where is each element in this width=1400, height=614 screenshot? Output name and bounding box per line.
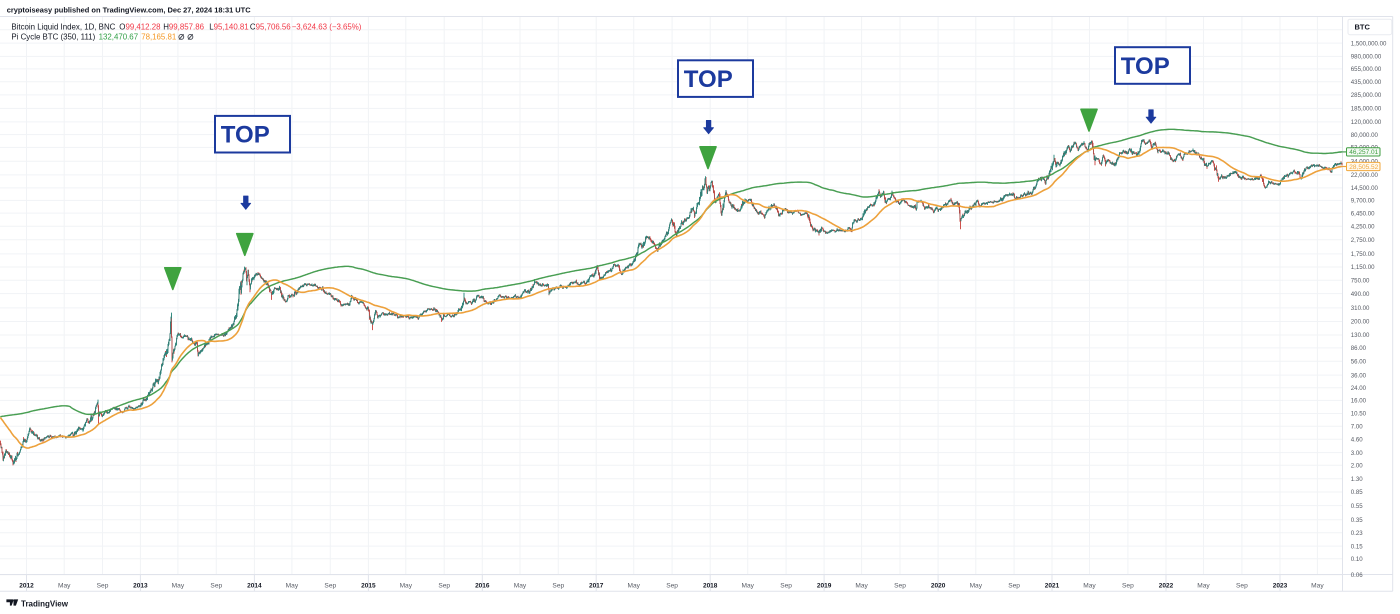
svg-text:0.35: 0.35 [1351, 517, 1363, 524]
svg-text:May: May [1083, 583, 1096, 590]
svg-text:Sep: Sep [894, 583, 906, 590]
svg-text:May: May [400, 583, 413, 590]
svg-text:Sep: Sep [552, 583, 564, 590]
svg-text:750.00: 750.00 [1351, 278, 1370, 285]
svg-text:490.00: 490.00 [1351, 291, 1370, 298]
svg-text:185,000.00: 185,000.00 [1351, 106, 1382, 113]
svg-text:TOP: TOP [684, 66, 733, 93]
svg-text:2018: 2018 [703, 583, 718, 590]
svg-text:80,000.00: 80,000.00 [1351, 132, 1379, 139]
svg-text:2023: 2023 [1273, 583, 1288, 590]
svg-text:2022: 2022 [1159, 583, 1174, 590]
svg-text:Sep: Sep [210, 583, 222, 590]
svg-text:May: May [970, 583, 983, 590]
svg-text:435,000.00: 435,000.00 [1351, 79, 1382, 86]
svg-text:May: May [172, 583, 185, 590]
svg-text:May: May [855, 583, 868, 590]
svg-text:655,000.00: 655,000.00 [1351, 66, 1382, 73]
svg-text:Sep: Sep [97, 583, 109, 590]
svg-text:0.85: 0.85 [1351, 489, 1363, 496]
svg-text:22,000.00: 22,000.00 [1351, 172, 1379, 179]
svg-text:7.00: 7.00 [1351, 423, 1363, 430]
svg-text:Sep: Sep [1122, 583, 1134, 590]
svg-text:6,450.00: 6,450.00 [1351, 210, 1375, 217]
svg-text:1,150.00: 1,150.00 [1351, 264, 1375, 271]
svg-text:May: May [1197, 583, 1210, 590]
svg-text:May: May [627, 583, 640, 590]
svg-text:2020: 2020 [931, 583, 946, 590]
svg-text:BTC: BTC [1355, 22, 1371, 31]
svg-text:86.00: 86.00 [1351, 345, 1367, 352]
svg-text:TradingView: TradingView [21, 599, 69, 608]
svg-text:0.06: 0.06 [1351, 572, 1363, 579]
svg-text:TOP: TOP [1121, 53, 1170, 80]
svg-text:Sep: Sep [1236, 583, 1248, 590]
svg-text:Sep: Sep [780, 583, 792, 590]
svg-text:May: May [58, 583, 71, 590]
svg-text:cryptoiseasy published on Trad: cryptoiseasy published on TradingView.co… [7, 5, 252, 14]
svg-text:200.00: 200.00 [1351, 319, 1370, 326]
svg-text:2013: 2013 [133, 583, 148, 590]
svg-text:3.00: 3.00 [1351, 450, 1363, 457]
svg-text:2,750.00: 2,750.00 [1351, 237, 1375, 244]
svg-text:2.00: 2.00 [1351, 463, 1363, 470]
svg-text:Sep: Sep [1008, 583, 1020, 590]
svg-text:1,500,000.00: 1,500,000.00 [1351, 40, 1387, 47]
svg-text:0.55: 0.55 [1351, 503, 1363, 510]
svg-text:980,000.00: 980,000.00 [1351, 54, 1382, 61]
svg-text:9,700.00: 9,700.00 [1351, 198, 1375, 205]
svg-text:Sep: Sep [666, 583, 678, 590]
svg-text:1,750.00: 1,750.00 [1351, 251, 1375, 258]
svg-text:2014: 2014 [247, 583, 262, 590]
svg-text:May: May [514, 583, 527, 590]
svg-text:14,500.00: 14,500.00 [1351, 185, 1379, 192]
svg-text:56.00: 56.00 [1351, 359, 1367, 366]
svg-text:2016: 2016 [475, 583, 490, 590]
svg-text:130.00: 130.00 [1351, 332, 1370, 339]
svg-text:28,505.52: 28,505.52 [1349, 164, 1378, 171]
svg-text:0.23: 0.23 [1351, 530, 1363, 537]
svg-text:4.60: 4.60 [1351, 437, 1363, 444]
svg-text:10.50: 10.50 [1351, 411, 1367, 418]
svg-text:Sep: Sep [324, 583, 336, 590]
svg-text:0.10: 0.10 [1351, 556, 1363, 563]
svg-text:310.00: 310.00 [1351, 305, 1370, 312]
svg-text:2017: 2017 [589, 583, 604, 590]
svg-text:46,257.01: 46,257.01 [1349, 149, 1378, 156]
svg-text:120,000.00: 120,000.00 [1351, 119, 1382, 126]
svg-text:1.30: 1.30 [1351, 476, 1363, 483]
svg-text:2012: 2012 [19, 583, 34, 590]
svg-text:May: May [286, 583, 299, 590]
svg-text:24.00: 24.00 [1351, 385, 1367, 392]
svg-text:36.00: 36.00 [1351, 372, 1367, 379]
svg-text:2015: 2015 [361, 583, 376, 590]
svg-text:Sep: Sep [438, 583, 450, 590]
svg-text:Pi Cycle BTC (350, 111)132,470: Pi Cycle BTC (350, 111) 132,470.67 78,165.… [11, 33, 176, 42]
svg-text:2019: 2019 [817, 583, 832, 590]
svg-text:TOP: TOP [221, 122, 270, 149]
svg-text:285,000.00: 285,000.00 [1351, 92, 1382, 99]
svg-text:May: May [741, 583, 754, 590]
svg-text:2021: 2021 [1045, 583, 1060, 590]
svg-text:4,250.00: 4,250.00 [1351, 223, 1375, 230]
svg-text:May: May [1311, 583, 1324, 590]
svg-text:0.15: 0.15 [1351, 543, 1363, 550]
svg-text:16.00: 16.00 [1351, 398, 1367, 405]
